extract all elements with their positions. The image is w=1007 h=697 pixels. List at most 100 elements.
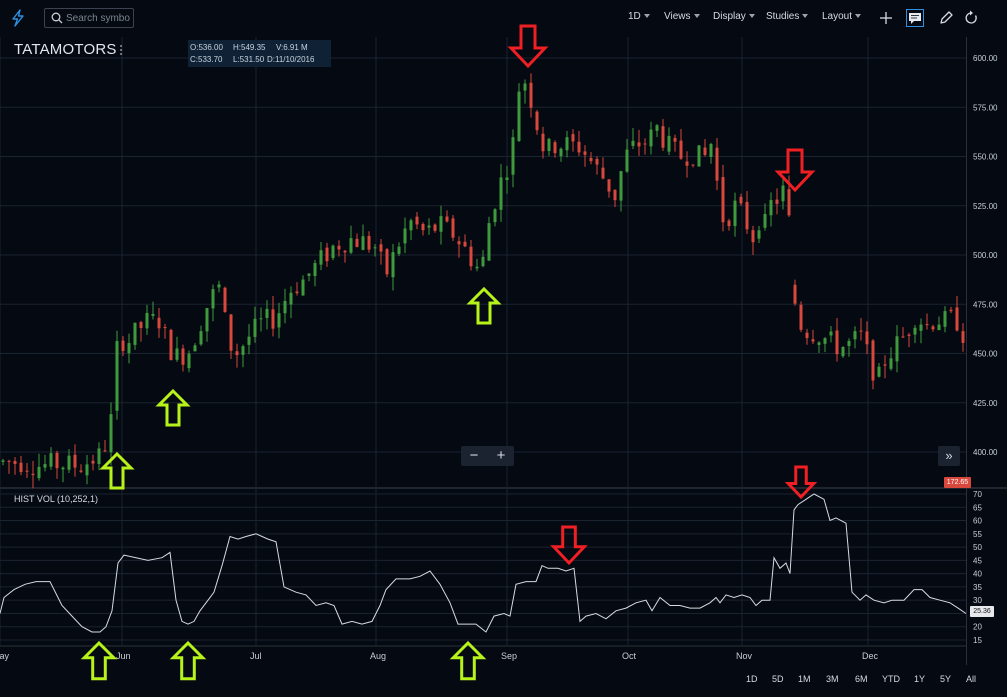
range-ytd-button[interactable]: YTD bbox=[882, 674, 900, 684]
candle-body bbox=[841, 347, 845, 357]
studies-dropdown[interactable]: Studies bbox=[766, 11, 809, 22]
range-5y-button[interactable]: 5Y bbox=[940, 674, 952, 684]
candle-body bbox=[367, 235, 371, 250]
candle-body bbox=[439, 216, 443, 232]
views-label: Views bbox=[664, 11, 691, 22]
month-tick-label: Dec bbox=[862, 651, 879, 661]
layout-dropdown[interactable]: Layout bbox=[822, 11, 862, 22]
candle-body bbox=[517, 91, 521, 142]
candle-body bbox=[751, 230, 755, 243]
zoom-control: − + bbox=[461, 446, 514, 466]
candle-body bbox=[817, 342, 821, 345]
display-dropdown[interactable]: Display bbox=[713, 11, 755, 22]
candle-body bbox=[709, 143, 713, 157]
candle-body bbox=[835, 330, 839, 355]
candle-body bbox=[445, 216, 449, 222]
candle-body bbox=[679, 140, 683, 159]
candle-body bbox=[139, 322, 143, 329]
candle-body bbox=[577, 141, 581, 153]
candle-body bbox=[649, 129, 653, 147]
candle-body bbox=[871, 340, 875, 381]
views-dropdown[interactable]: Views bbox=[664, 11, 700, 22]
candle-body bbox=[157, 317, 161, 329]
reset-icon[interactable] bbox=[962, 9, 980, 27]
candle-body bbox=[673, 137, 677, 142]
candle-body bbox=[883, 364, 887, 366]
candle-body bbox=[337, 245, 341, 250]
symbol-search[interactable] bbox=[44, 8, 134, 28]
candle-body bbox=[109, 414, 113, 453]
candle-body bbox=[745, 201, 749, 230]
chevron-down-icon bbox=[693, 14, 700, 19]
candle-body bbox=[703, 147, 707, 155]
candle-body bbox=[193, 345, 197, 352]
ohlc-high: H:549.35 bbox=[233, 43, 266, 52]
ohlc-close: C:533.70 bbox=[190, 55, 223, 64]
candle-body bbox=[601, 167, 605, 179]
crosshair-icon[interactable] bbox=[877, 9, 895, 27]
scroll-to-latest-button[interactable]: » bbox=[938, 446, 960, 466]
ohlc-tooltip: O:536.00 H:549.35 V:6.91 M C:533.70 L:53… bbox=[188, 40, 331, 67]
hv-tick-label: 45 bbox=[973, 556, 982, 565]
zoom-out-button[interactable]: − bbox=[469, 447, 479, 464]
range-1d-button[interactable]: 1D bbox=[746, 674, 758, 684]
candle-body bbox=[589, 157, 593, 162]
candle-body bbox=[661, 126, 665, 148]
hv-tick-label: 70 bbox=[973, 490, 982, 499]
range-6m-button[interactable]: 6M bbox=[855, 674, 868, 684]
up-arrow-icon bbox=[466, 286, 502, 325]
pencil-icon[interactable] bbox=[937, 9, 955, 27]
candle-body bbox=[469, 246, 473, 267]
candle-body bbox=[529, 82, 533, 108]
candle-body bbox=[247, 336, 251, 345]
candle-body bbox=[925, 324, 929, 326]
candle-body bbox=[205, 308, 209, 332]
candle-body bbox=[289, 292, 293, 305]
candle-body bbox=[607, 179, 611, 192]
interval-dropdown[interactable]: 1D bbox=[628, 11, 650, 22]
price-tick-label: 550.00 bbox=[973, 153, 998, 162]
candle-body bbox=[181, 348, 185, 365]
candle-body bbox=[655, 125, 659, 131]
more-options-icon[interactable] bbox=[119, 44, 123, 56]
search-input[interactable] bbox=[66, 11, 130, 25]
candle-body bbox=[721, 177, 725, 223]
range-3m-button[interactable]: 3M bbox=[826, 674, 839, 684]
comment-icon[interactable] bbox=[906, 9, 924, 27]
candle-body bbox=[895, 336, 899, 362]
candle-body bbox=[889, 358, 893, 369]
range-1y-button[interactable]: 1Y bbox=[914, 674, 926, 684]
hv-tick-label: 50 bbox=[973, 543, 982, 552]
month-tick-label: Nov bbox=[736, 651, 753, 661]
candle-body bbox=[235, 351, 239, 356]
lightning-logo-icon[interactable] bbox=[9, 9, 27, 27]
hv-value-badge: 25.36 bbox=[970, 606, 994, 617]
chevron-down-icon bbox=[802, 14, 809, 19]
candle-body bbox=[553, 142, 557, 154]
range-5d-button[interactable]: 5D bbox=[772, 674, 784, 684]
candle-body bbox=[775, 199, 779, 204]
candle-body bbox=[7, 460, 11, 462]
candle-body bbox=[727, 220, 731, 227]
candle-body bbox=[349, 238, 353, 253]
candle-body bbox=[913, 327, 917, 335]
down-arrow-icon bbox=[550, 525, 588, 566]
down-arrow-icon bbox=[784, 465, 818, 500]
range-all-button[interactable]: All bbox=[966, 674, 977, 684]
candle-body bbox=[559, 148, 563, 157]
candle-body bbox=[433, 224, 437, 231]
zoom-in-button[interactable]: + bbox=[496, 447, 506, 464]
candle-body bbox=[937, 324, 941, 331]
candle-body bbox=[901, 336, 905, 338]
candle-body bbox=[1, 460, 5, 462]
chevron-down-icon bbox=[643, 14, 650, 19]
candle-body bbox=[799, 304, 803, 330]
candle-body bbox=[49, 453, 53, 467]
price-tick-label: 500.00 bbox=[973, 251, 998, 260]
range-1m-button[interactable]: 1M bbox=[798, 674, 811, 684]
candle-body bbox=[739, 196, 743, 204]
candle-body bbox=[769, 200, 773, 216]
hv-tick-label: 30 bbox=[973, 596, 982, 605]
candle-body bbox=[373, 247, 377, 249]
